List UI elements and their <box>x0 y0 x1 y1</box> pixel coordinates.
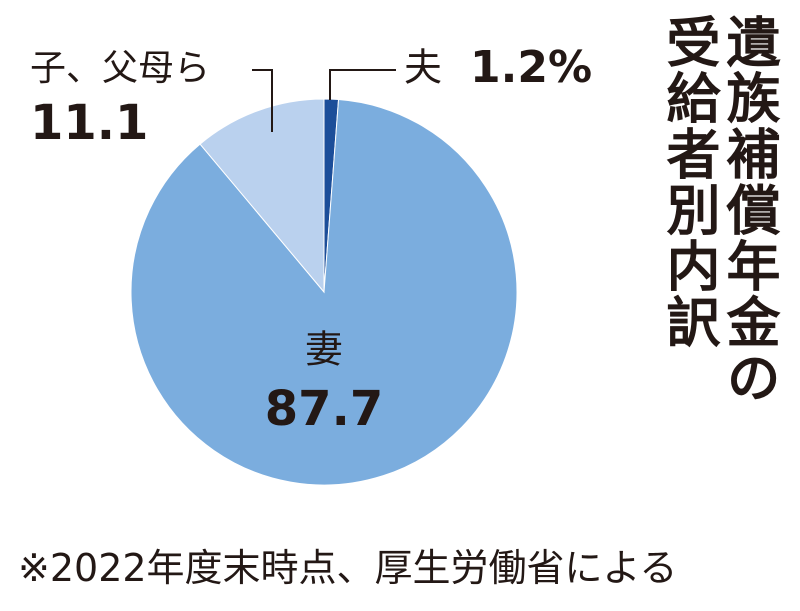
value-label: 11.1 <box>30 95 148 151</box>
leader-line <box>252 69 273 132</box>
value-label: 87.7 <box>265 381 383 437</box>
leader-line <box>329 69 396 100</box>
value-label: 1.2% <box>470 42 592 93</box>
category-label: 妻 <box>305 328 343 372</box>
chart-title: 遺族補償年金の受給者別内訳 <box>657 14 780 406</box>
leader-lines <box>252 69 396 132</box>
category-label: 夫 <box>404 46 442 90</box>
category-label: 子、父母ら <box>30 48 210 89</box>
footnote: ※2022年度末時点、厚生労働省による <box>18 546 678 590</box>
pie-slice <box>199 98 325 294</box>
